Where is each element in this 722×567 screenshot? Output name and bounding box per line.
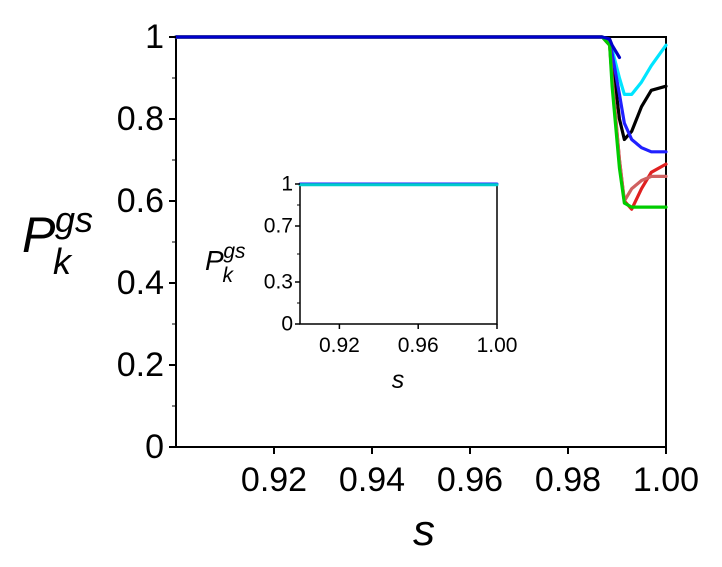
main-y-tick-label: 0.8 (117, 100, 164, 138)
main-y-axis-label-sup: gs (55, 199, 93, 240)
main-y-tick-label: 0.2 (117, 346, 164, 384)
inset-y-tick-label: 0.7 (264, 215, 293, 238)
inset-y-axis-label: P (205, 245, 224, 276)
inset-chart: 0.92 0.96 1.00 0 0.3 0.7 1 s P gsk (205, 173, 517, 395)
main-y-tick-label: 0.6 (117, 182, 164, 220)
main-x-axis-label: s (413, 506, 435, 555)
main-x-tick-label: 0.98 (535, 461, 601, 499)
main-y-tick-label: 0.4 (117, 264, 164, 302)
inset-x-tick-label: 0.96 (398, 334, 439, 357)
inset-x-tick-label: 1.00 (477, 334, 518, 357)
inset-x-tick-label: 0.92 (319, 334, 360, 357)
main-series-line-6 (174, 35, 668, 209)
inset-y-tick-label: 0 (281, 313, 293, 336)
main-y-axis-label: P (22, 207, 56, 263)
main-x-tick-label: 0.96 (437, 461, 503, 499)
main-x-tick-label: 0.94 (339, 461, 405, 499)
main-y-tick-label: 1 (145, 18, 164, 56)
main-x-tick-label: 1.00 (633, 461, 699, 499)
main-y-tick-label: 0 (145, 428, 164, 466)
inset-y-axis-label-sup: gs (223, 240, 246, 263)
main-x-tick-label: 0.92 (241, 461, 307, 499)
inset-y-tick-label: 1 (281, 173, 293, 196)
inset-x-axis-label: s (392, 366, 405, 394)
inset-plot-frame (299, 183, 498, 325)
main-y-axis-label-sub: k (53, 241, 73, 282)
inset-y-axis-label-sub: k (223, 264, 235, 287)
inset-y-tick-label: 0.3 (264, 271, 293, 294)
main-series-line-7 (174, 35, 622, 60)
